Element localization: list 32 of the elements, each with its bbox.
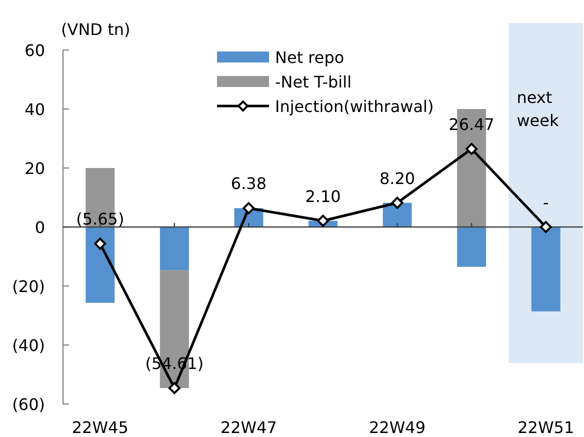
x-tick-label: 22W45 (72, 418, 128, 437)
y-tick-label: (20) (12, 277, 45, 296)
point (540, 221, 552, 233)
bar (382, 202, 412, 227)
x-tick-label: 22W51 (518, 418, 574, 437)
y-axis-title: (VND tn) (61, 20, 130, 39)
point (317, 214, 329, 227)
point (466, 142, 478, 155)
data-label: 2.10 (305, 186, 341, 206)
point (94, 238, 106, 250)
x-tick-label: 22W47 (220, 418, 277, 437)
y-tick-label: 20 (24, 159, 45, 178)
bar (160, 227, 189, 270)
point (242, 202, 255, 214)
legend-label: Net repo (275, 48, 344, 67)
legend-label: Injection(withrawal) (275, 97, 434, 116)
bar (457, 227, 486, 267)
bar (531, 227, 560, 312)
y-tick-label: (60) (12, 395, 45, 414)
y-tick-label: 40 (24, 100, 45, 119)
point (168, 382, 180, 394)
legend-label: -Net T-bill (275, 72, 352, 92)
data-label: - (542, 193, 549, 212)
y-tick-label: 0 (34, 218, 45, 237)
point (391, 196, 404, 209)
bar (86, 227, 115, 303)
data-label: 6.38 (230, 174, 267, 194)
data-label: 8.20 (379, 168, 416, 188)
y-tick-label: (40) (12, 336, 45, 355)
band-label: next week (516, 88, 560, 130)
x-tick-label: 22W49 (369, 418, 426, 437)
y-tick-label: 60 (24, 41, 45, 60)
